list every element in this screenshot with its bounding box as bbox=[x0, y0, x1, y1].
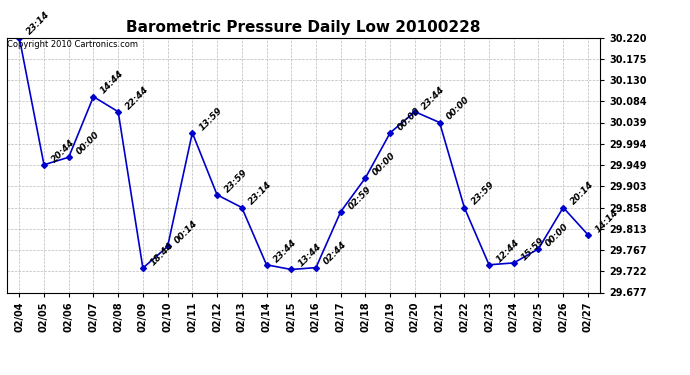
Text: 18:44: 18:44 bbox=[148, 241, 175, 267]
Text: 15:59: 15:59 bbox=[520, 236, 546, 262]
Text: 02:59: 02:59 bbox=[346, 184, 373, 211]
Text: 00:00: 00:00 bbox=[395, 105, 422, 132]
Text: 13:59: 13:59 bbox=[198, 105, 224, 132]
Text: 00:00: 00:00 bbox=[445, 95, 472, 122]
Text: 14:44: 14:44 bbox=[99, 69, 126, 96]
Text: Copyright 2010 Cartronics.com: Copyright 2010 Cartronics.com bbox=[8, 40, 139, 49]
Text: 23:44: 23:44 bbox=[272, 237, 299, 264]
Text: 22:44: 22:44 bbox=[124, 84, 150, 111]
Text: 23:14: 23:14 bbox=[247, 180, 274, 207]
Text: 23:59: 23:59 bbox=[470, 180, 497, 207]
Text: 23:14: 23:14 bbox=[25, 10, 52, 37]
Text: 23:44: 23:44 bbox=[420, 84, 447, 111]
Title: Barometric Pressure Daily Low 20100228: Barometric Pressure Daily Low 20100228 bbox=[126, 20, 481, 35]
Text: 12:44: 12:44 bbox=[495, 237, 521, 264]
Text: 14:14: 14:14 bbox=[593, 207, 620, 234]
Text: 23:59: 23:59 bbox=[223, 168, 249, 194]
Text: 00:14: 00:14 bbox=[173, 219, 200, 246]
Text: 00:00: 00:00 bbox=[75, 130, 101, 156]
Text: 00:00: 00:00 bbox=[371, 150, 397, 177]
Text: 00:00: 00:00 bbox=[544, 222, 571, 248]
Text: 20:14: 20:14 bbox=[569, 180, 595, 207]
Text: 13:44: 13:44 bbox=[297, 242, 324, 269]
Text: 02:44: 02:44 bbox=[322, 240, 348, 267]
Text: 20:44: 20:44 bbox=[50, 137, 76, 164]
